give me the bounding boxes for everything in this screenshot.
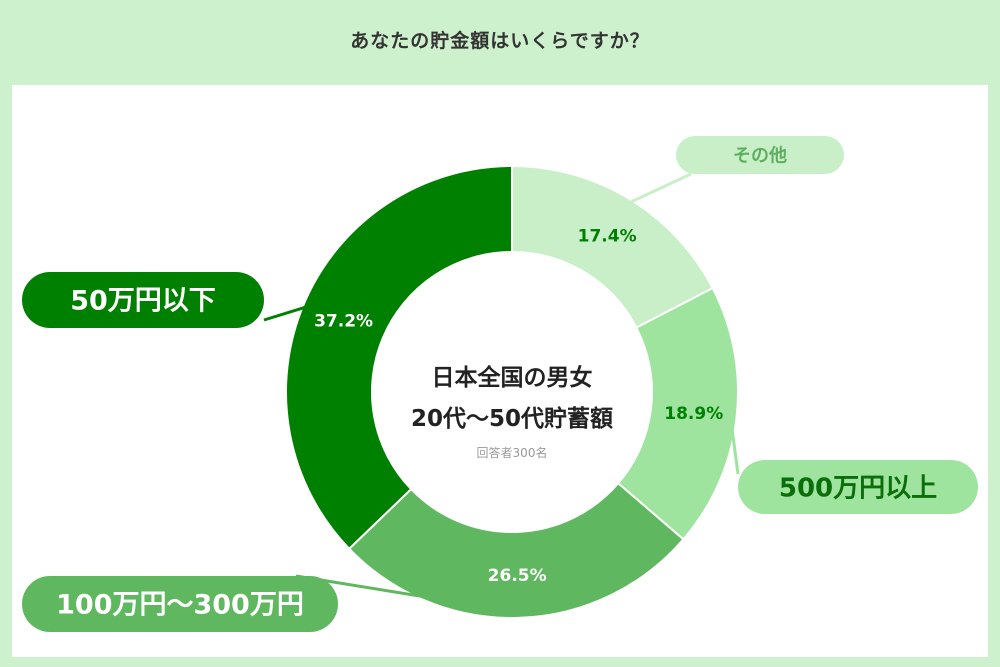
leader-line-2 — [729, 417, 740, 475]
donut-slice-3 — [347, 481, 685, 619]
donut-slice-2 — [616, 286, 739, 541]
callout-labels: その他 500万円以上 100万円〜300万円 50万円以下 — [22, 136, 978, 632]
percentage-labels: 17.4% 18.9% 26.5% 37.2% — [314, 227, 723, 586]
callout-label-3: 100万円〜300万円 — [56, 590, 304, 621]
callout-leader-lines — [263, 172, 740, 614]
callout-label-4: 50万円以下 — [70, 286, 216, 317]
leader-line-4 — [263, 304, 310, 322]
percentage-label-4: 37.2% — [314, 311, 373, 331]
callout-pill-3 — [22, 576, 338, 632]
center-subtitle: 20代〜50代貯蓄額 — [411, 405, 613, 432]
donut-slices — [285, 164, 739, 619]
donut-slice-4 — [285, 164, 513, 551]
respondent-note: 回答者300名 — [477, 445, 548, 460]
callout-pill-4 — [22, 272, 264, 328]
callout-label-2: 500万円以上 — [779, 473, 937, 503]
percentage-label-3: 26.5% — [488, 566, 547, 586]
leader-line-1 — [625, 172, 692, 206]
callout-label-1: その他 — [733, 144, 787, 166]
leader-line-3 — [295, 574, 519, 614]
callout-pill-2 — [738, 460, 978, 514]
percentage-label-2: 18.9% — [664, 404, 723, 424]
center-title: 日本全国の男女 — [432, 364, 593, 391]
callout-pill-1 — [676, 136, 844, 174]
page-title: あなたの貯金額はいくらですか？ — [350, 30, 650, 52]
percentage-label-1: 17.4% — [578, 227, 637, 247]
